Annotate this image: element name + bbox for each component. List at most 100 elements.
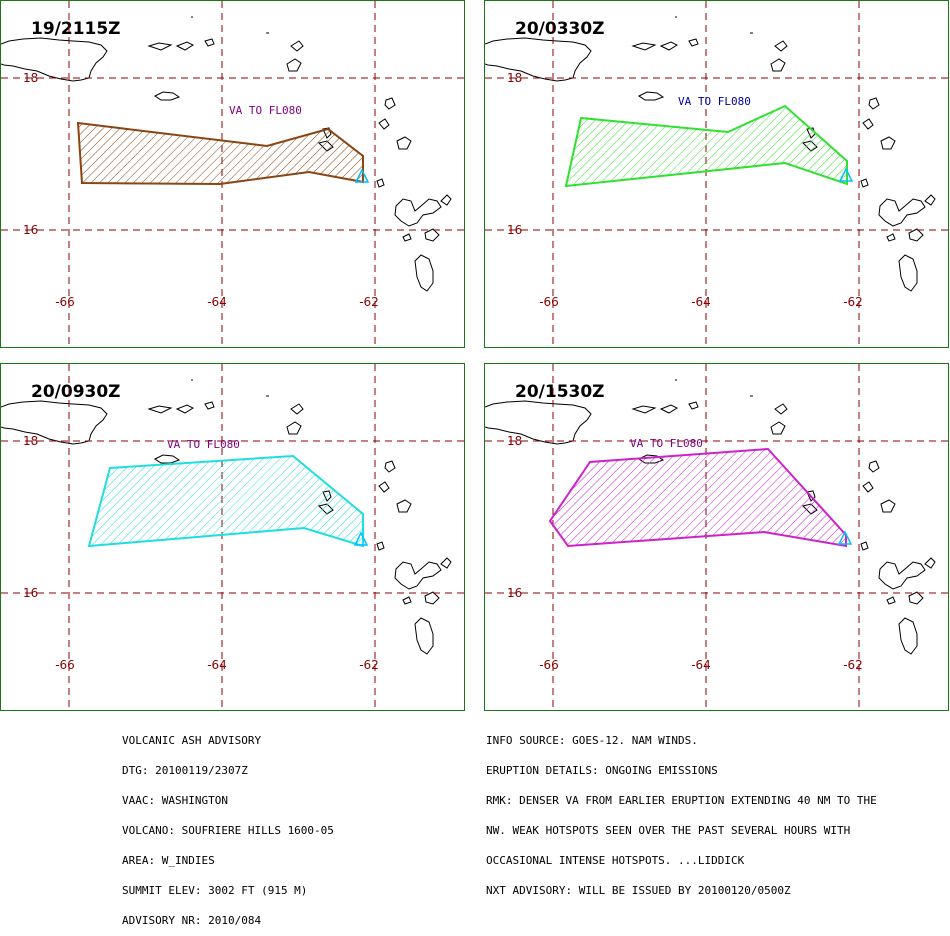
advisory-line: VOLCANIC ASH ADVISORY [122, 734, 262, 747]
coastline [868, 97, 880, 110]
coastline [175, 404, 195, 414]
coastline [908, 591, 924, 605]
coastline [898, 617, 918, 655]
latitude-label: 16 [23, 223, 38, 237]
coastline [924, 194, 936, 206]
forecast-panel-1: 19/2115Z 18 16 -66 -64 -62 VA TO FL080 [0, 0, 465, 348]
advisory-line: ERUPTION DETAILS: ONGOING EMISSIONS [486, 764, 718, 777]
forecast-panel-4: 20/1530Z 18 16 -66 -64 -62 VA TO FL080 [484, 363, 949, 711]
advisory-remarks-text: INFO SOURCE: GOES-12. NAM WINDS. ERUPTIO… [486, 716, 877, 906]
advisory-line: AREA: W_INDIES [122, 854, 215, 867]
coastline [376, 178, 385, 188]
longitude-label: -66 [55, 295, 75, 309]
coastline [770, 421, 786, 435]
forecast-panel-3: 20/0930Z 18 16 -66 -64 -62 VA TO FL080 [0, 363, 465, 711]
longitude-label: -64 [207, 658, 227, 672]
coastline [154, 91, 181, 101]
coastline [886, 233, 896, 242]
coastline [688, 38, 699, 47]
latitude-label: 16 [507, 586, 522, 600]
coastline [485, 37, 592, 82]
latitude-label: 18 [507, 71, 522, 85]
map-svg: 18 16 -66 -64 -62 VA TO FL080 [485, 364, 948, 710]
flight-level-label: VA TO FL080 [167, 438, 240, 451]
coastline [402, 596, 412, 605]
longitude-label: -66 [55, 658, 75, 672]
coastline [147, 42, 173, 51]
longitude-label: -66 [539, 658, 559, 672]
coastline [394, 561, 442, 590]
longitude-label: -62 [843, 658, 863, 672]
advisory-line: VAAC: WASHINGTON [122, 794, 228, 807]
coastline [147, 405, 173, 414]
longitude-label: -64 [691, 295, 711, 309]
panel-time: 20/1530Z [515, 382, 605, 402]
coastline [204, 38, 215, 47]
panel-time: 20/0330Z [515, 19, 605, 39]
coastline [878, 198, 926, 227]
advisory-header-text: VOLCANIC ASH ADVISORY DTG: 20100119/2307… [122, 716, 334, 936]
coastline [924, 557, 936, 569]
map-svg: 18 16 -66 -64 -62 VA TO FL080 [485, 1, 948, 347]
map-svg: 18 16 -66 -64 -62 VA TO FL080 [1, 1, 464, 347]
advisory-line: VOLCANO: SOUFRIERE HILLS 1600-05 [122, 824, 334, 837]
advisory-line: RMK: DENSER VA FROM EARLIER ERUPTION EXT… [486, 794, 877, 807]
coastline [770, 58, 786, 72]
coastline [774, 403, 788, 415]
coastline [860, 541, 869, 551]
coastline [376, 541, 385, 551]
flight-level-label: VA TO FL080 [630, 437, 703, 450]
coastline [862, 118, 874, 130]
coastline [424, 228, 440, 242]
coastline [688, 401, 699, 410]
longitude-label: -64 [691, 658, 711, 672]
coastline [378, 118, 390, 130]
latitude-label: 16 [507, 223, 522, 237]
coastline [440, 557, 452, 569]
latitude-label: 18 [23, 434, 38, 448]
longitude-label: -64 [207, 295, 227, 309]
ash-cloud-polygon [548, 447, 847, 548]
coastline [886, 596, 896, 605]
panel-time: 19/2115Z [31, 19, 121, 39]
longitude-label: -62 [359, 295, 379, 309]
coastline [290, 403, 304, 415]
coastline [290, 40, 304, 52]
coastline [378, 481, 390, 493]
coastline [396, 499, 412, 513]
coastline [286, 421, 302, 435]
coastline [631, 405, 657, 414]
coastline [414, 254, 434, 292]
coastline [384, 460, 396, 473]
coastline [286, 58, 302, 72]
volcano-marker-icon [354, 168, 370, 183]
coastline [394, 198, 442, 227]
coastline [880, 136, 896, 150]
volcano-marker-icon [838, 167, 854, 182]
coastline [868, 460, 880, 473]
coastline [908, 228, 924, 242]
coastline [860, 178, 869, 188]
coastline [204, 401, 215, 410]
coastline [638, 91, 665, 101]
coastline [880, 499, 896, 513]
advisory-line: NXT ADVISORY: WILL BE ISSUED BY 20100120… [486, 884, 791, 897]
coastline [154, 454, 181, 464]
latitude-label: 18 [507, 434, 522, 448]
coastline [862, 481, 874, 493]
longitude-label: -62 [359, 658, 379, 672]
flight-level-label: VA TO FL080 [229, 104, 302, 117]
coastline [878, 561, 926, 590]
coastline [659, 404, 679, 414]
coastline [774, 40, 788, 52]
ash-cloud-polygon [87, 454, 364, 548]
coastline [402, 233, 412, 242]
advisory-line: INFO SOURCE: GOES-12. NAM WINDS. [486, 734, 698, 747]
coastline [1, 400, 108, 445]
coastline [659, 41, 679, 51]
coastline [424, 591, 440, 605]
advisory-line: NW. WEAK HOTSPOTS SEEN OVER THE PAST SEV… [486, 824, 851, 837]
volcano-marker-icon [353, 531, 369, 546]
flight-level-label: VA TO FL080 [678, 95, 751, 108]
latitude-label: 16 [23, 586, 38, 600]
